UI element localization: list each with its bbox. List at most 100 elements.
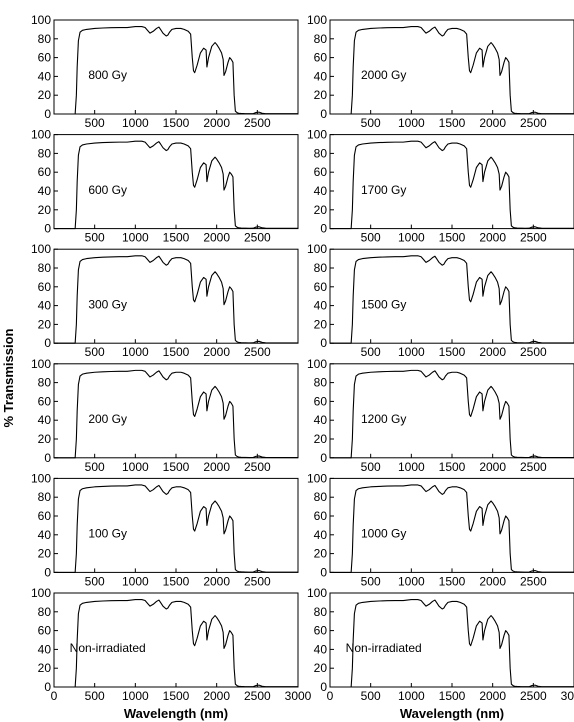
y-tick-label: 20 (38, 88, 52, 102)
transmission-line (54, 255, 299, 344)
y-tick-label: 60 (314, 394, 328, 408)
x-tick-label: 2500 (520, 345, 547, 359)
y-tick-label: 20 (314, 547, 328, 561)
x-tick-label: 1500 (439, 574, 466, 588)
y-tick-label: 60 (314, 509, 328, 523)
x-tick-label: 2000 (479, 345, 506, 359)
panel: 0 20 40 60 80 100 500 1000 1500 2000 2500 1500 Gy (307, 242, 574, 359)
dose-label: 1000 Gy (361, 527, 406, 541)
x-tick-label: 500 (85, 574, 105, 588)
dose-label: Non-irradiated (346, 641, 422, 655)
y-tick-label: 100 (31, 128, 51, 142)
dose-label: 1200 Gy (361, 412, 406, 426)
plot-frame (53, 363, 299, 459)
panel: 020406080100050010001500200025003000Non-… (307, 586, 574, 703)
x-tick-label: 1500 (439, 231, 466, 245)
y-tick-label: 100 (307, 13, 327, 27)
y-tick-label: 80 (38, 32, 52, 46)
x-axis-title-right: Wavelength (nm) (400, 706, 504, 721)
y-tick-label: 80 (314, 146, 328, 160)
y-tick-label: 20 (38, 317, 52, 331)
y-tick-label: 20 (38, 432, 52, 446)
x-tick-label: 2000 (203, 460, 230, 474)
x-tick-label: 2500 (244, 231, 271, 245)
plot-frame (53, 477, 299, 573)
y-tick-label: 80 (314, 32, 328, 46)
x-tick-label: 2000 (203, 116, 230, 130)
x-tick-label: 2500 (520, 460, 547, 474)
y-tick-label: 80 (314, 605, 328, 619)
y-tick-label: 100 (31, 586, 51, 600)
y-tick-label: 60 (38, 51, 52, 65)
y-tick-label: 60 (38, 624, 52, 638)
y-axis-title: % Transmission (1, 328, 16, 427)
y-tick-label: 100 (307, 242, 327, 256)
transmission-line (54, 599, 299, 688)
x-tick-label: 1000 (398, 689, 425, 703)
y-tick-label: 60 (314, 280, 328, 294)
x-tick-label: 1000 (122, 116, 149, 130)
y-tick-label: 40 (314, 299, 328, 313)
x-tick-label: 1500 (163, 460, 190, 474)
y-tick-label: 60 (314, 624, 328, 638)
y-tick-label: 0 (44, 336, 51, 350)
x-tick-label: 2000 (479, 231, 506, 245)
transmission-line (54, 140, 299, 230)
x-tick-label: 1000 (122, 460, 149, 474)
plot-frame (329, 248, 574, 344)
x-tick-label: 3000 (561, 689, 574, 703)
x-tick-label: 2000 (203, 345, 230, 359)
y-tick-label: 40 (314, 69, 328, 83)
y-tick-label: 20 (38, 661, 52, 675)
x-tick-label: 500 (361, 231, 381, 245)
x-tick-label: 2500 (244, 116, 271, 130)
x-tick-label: 1500 (163, 345, 190, 359)
y-tick-label: 80 (38, 490, 52, 504)
plot-frame (53, 19, 299, 115)
x-tick-label: 1000 (122, 689, 149, 703)
y-tick-label: 40 (38, 642, 52, 656)
x-tick-label: 500 (361, 116, 381, 130)
y-tick-label: 0 (320, 451, 327, 465)
y-tick-label: 0 (320, 680, 327, 694)
y-tick-label: 100 (307, 586, 327, 600)
x-tick-label: 500 (361, 345, 381, 359)
x-tick-label: 1000 (122, 574, 149, 588)
y-tick-label: 60 (38, 280, 52, 294)
y-tick-label: 20 (314, 317, 328, 331)
y-tick-label: 0 (320, 107, 327, 121)
x-tick-label: 2500 (520, 116, 547, 130)
y-tick-label: 40 (314, 184, 328, 198)
transmission-line (330, 369, 574, 459)
y-tick-label: 0 (44, 680, 51, 694)
x-tick-label: 500 (85, 460, 105, 474)
y-tick-label: 60 (38, 509, 52, 523)
x-tick-label: 0 (51, 689, 58, 703)
y-tick-label: 80 (38, 146, 52, 160)
dose-label: 800 Gy (88, 68, 127, 82)
panel: 0 20 40 60 80 100 500 1000 1500 2000 2500 100 Gy (31, 471, 299, 588)
x-tick-label: 0 (327, 689, 334, 703)
x-tick-label: 2000 (203, 574, 230, 588)
x-tick-label: 1500 (439, 345, 466, 359)
x-tick-label: 3000 (285, 689, 312, 703)
y-tick-label: 100 (31, 357, 51, 371)
x-tick-label: 1500 (439, 689, 466, 703)
y-tick-label: 20 (314, 661, 328, 675)
dose-label: 600 Gy (88, 183, 127, 197)
y-tick-label: 60 (314, 51, 328, 65)
panel: 0 20 40 60 80 100 500 1000 1500 2000 2500 600 Gy (31, 128, 299, 245)
y-tick-label: 40 (38, 184, 52, 198)
dose-label: Non-irradiated (70, 641, 146, 655)
transmission-line (330, 26, 574, 115)
dose-label: 1500 Gy (361, 297, 406, 311)
x-tick-label: 1000 (122, 231, 149, 245)
x-tick-label: 2500 (244, 345, 271, 359)
x-tick-label: 1000 (398, 231, 425, 245)
y-tick-label: 40 (38, 69, 52, 83)
x-tick-label: 2500 (244, 574, 271, 588)
y-tick-label: 20 (314, 203, 328, 217)
y-tick-label: 80 (38, 605, 52, 619)
x-tick-label: 1500 (163, 689, 190, 703)
